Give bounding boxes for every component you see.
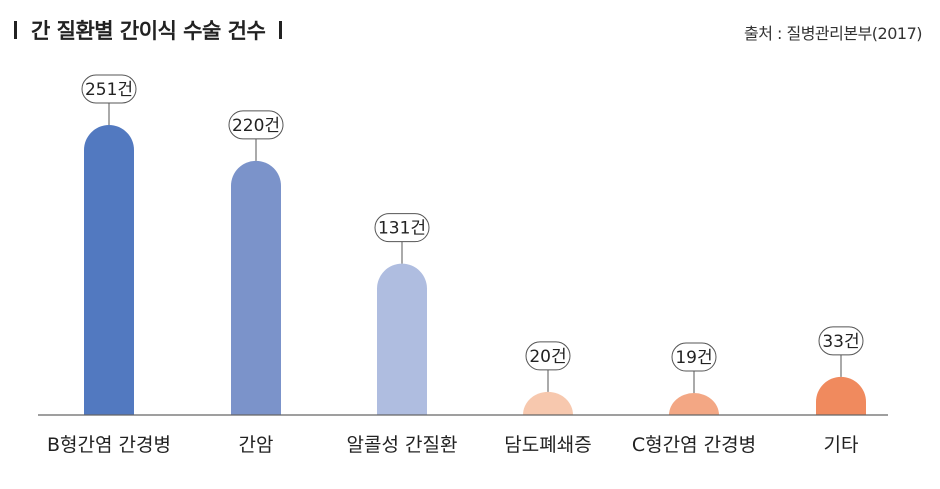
category-label-2: 간암	[239, 434, 274, 456]
data-label-badge-4	[525, 341, 571, 371]
data-label-4: 20건	[529, 347, 566, 367]
bar-4	[523, 391, 573, 415]
source-note: 출처 : 질병관리본부(2017)	[743, 24, 923, 43]
data-label-badge-6	[818, 326, 864, 356]
bar-3	[377, 263, 427, 415]
data-label-badge-1	[81, 74, 137, 104]
title-left-bar	[14, 21, 17, 39]
chart-title-row: 간 질환별 간이식 수술 건수	[14, 12, 283, 48]
data-label-3: 131건	[378, 219, 426, 239]
bar-2	[231, 160, 281, 415]
category-label-1: B형간염 간경병	[47, 434, 171, 456]
bar-6	[816, 376, 866, 415]
bar-5	[669, 393, 719, 415]
category-label-5: C형간염 간경병	[632, 434, 756, 456]
title-right-bar	[279, 21, 283, 39]
category-label-4: 담도폐쇄증	[504, 434, 591, 456]
category-label-6: 기타	[824, 434, 859, 456]
data-label-badge-2	[228, 110, 284, 140]
data-label-badge-5	[671, 342, 717, 372]
category-label-3: 알콜성 간질환	[347, 434, 458, 456]
bar-1	[84, 125, 134, 415]
data-label-2: 220건	[232, 116, 280, 136]
chart-title: 간 질환별 간이식 수술 건수	[31, 19, 266, 43]
data-label-badge-3	[374, 213, 430, 243]
data-label-1: 251건	[85, 80, 133, 100]
data-label-5: 19건	[675, 348, 712, 368]
data-label-6: 33건	[822, 332, 859, 352]
